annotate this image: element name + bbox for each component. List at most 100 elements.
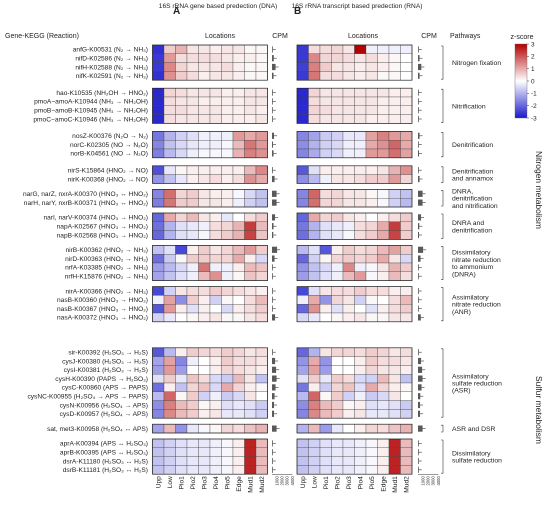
heatmap-cell-dna — [255, 174, 268, 184]
location-tick-dna: Pio1 — [179, 476, 186, 490]
cpm-tick-dna: 1000 — [275, 476, 280, 486]
heatmap-cell-rna — [308, 114, 321, 124]
heatmap-cell-dna — [186, 271, 199, 281]
cpm-bar-rna — [418, 175, 420, 183]
heatmap-cell-rna — [377, 44, 390, 54]
heatmap-cell-dna — [232, 347, 245, 357]
heatmap-cell-rna — [354, 198, 367, 208]
pathway-label: ASR and DSR — [452, 426, 496, 433]
heatmap-cell-dna — [186, 105, 199, 115]
heatmap-cell-rna — [296, 44, 309, 54]
heatmap-cell-dna — [255, 254, 268, 264]
heatmap-cell-dna — [175, 245, 188, 255]
heatmap-cell-dna — [186, 140, 199, 150]
cpm-bar-rna — [418, 410, 421, 417]
heatmap-cell-dna — [163, 44, 176, 54]
gene-label: nasB-K00360 (HNO₃ → HNO₂) — [57, 297, 148, 304]
gene-label: nrfH-K15876 (HNO₂ → NH₃) — [65, 274, 148, 281]
heatmap-cell-dna — [163, 254, 176, 264]
heatmap-cell-dna — [152, 254, 165, 264]
heatmap-cell-rna — [296, 438, 309, 448]
cpm-bar-rna — [418, 190, 423, 197]
cpm-bar-rna — [418, 384, 422, 391]
location-tick-rna: Edge — [381, 476, 388, 492]
gene-label: narG, narZ, nxrA-K00370 (HNO₃ ↔ HNO₂) — [23, 191, 148, 198]
heatmap-cell-dna — [209, 409, 222, 419]
heatmap-cell-rna — [400, 189, 413, 199]
heatmap-cell-dna — [232, 465, 245, 475]
gene-label: dsrB-K11181 (H₂SO₃ ↔ H₂S) — [63, 467, 148, 474]
heatmap-cell-rna — [377, 212, 390, 222]
gene-label: dsrA-K11180 (H₂SO₃ ↔ H₂S) — [63, 458, 148, 465]
heatmap-cell-rna — [342, 365, 355, 375]
heatmap-cell-rna — [377, 131, 390, 141]
group-frame-dna — [152, 189, 268, 208]
heatmap-cell-dna — [255, 409, 268, 419]
heatmap-cell-dna — [186, 212, 199, 222]
pathway-label: Nitrification — [452, 103, 486, 110]
heatmap-cell-dna — [244, 131, 257, 141]
heatmap-cell-rna — [331, 365, 344, 375]
heatmap-cell-dna — [198, 165, 211, 175]
heatmap-cell-dna — [198, 304, 211, 314]
heatmap-cell-dna — [198, 114, 211, 124]
heatmap-cell-dna — [152, 400, 165, 410]
cpm-bar-rna — [418, 141, 419, 148]
heatmap-cell-dna — [244, 262, 257, 272]
heatmap-cell-rna — [354, 262, 367, 272]
heatmap-cell-dna — [175, 409, 188, 419]
heatmap-cell-rna — [296, 382, 309, 392]
pathway-label: Assimilatory — [452, 373, 489, 380]
pathway-label: denitrification — [452, 227, 492, 234]
heatmap-cell-rna — [308, 212, 321, 222]
heatmap-cell-dna — [244, 382, 257, 392]
heatmap-cell-dna — [244, 44, 257, 54]
heatmap-cell-dna — [175, 456, 188, 466]
cpm-tick-dna: 2000 — [280, 476, 285, 486]
heatmap-cell-rna — [342, 245, 355, 255]
heatmap-cell-dna — [221, 212, 234, 222]
group-frame-rna — [296, 44, 413, 81]
heatmap-cell-rna — [354, 365, 367, 375]
heatmap-cell-dna — [152, 409, 165, 419]
heatmap-cell-rna — [296, 221, 309, 231]
heatmap-cell-dna — [255, 105, 268, 115]
heatmap-cell-rna — [388, 424, 401, 434]
heatmap-cell-rna — [308, 88, 321, 98]
heatmap-cell-rna — [342, 44, 355, 54]
heatmap-cell-rna — [400, 271, 413, 281]
heatmap-cell-dna — [198, 221, 211, 231]
heatmap-cell-rna — [331, 286, 344, 296]
heatmap-cell-rna — [400, 174, 413, 184]
heatmap-cell-rna — [400, 105, 413, 115]
cpm-bar-rna — [418, 287, 419, 295]
heatmap-cell-rna — [308, 374, 321, 384]
heatmap-cell-dna — [255, 424, 268, 434]
heatmap-cell-dna — [186, 456, 199, 466]
heatmap-cell-rna — [365, 71, 378, 81]
cpm-bar-dna — [272, 63, 276, 71]
cpm-bar-rna — [418, 296, 419, 303]
heatmap-cell-rna — [331, 198, 344, 208]
heatmap-cell-rna — [331, 71, 344, 81]
heatmap-cell-dna — [255, 114, 268, 124]
heatmap-cell-dna — [221, 114, 234, 124]
pathway-bracket — [441, 190, 444, 207]
heatmap-cell-rna — [377, 382, 390, 392]
cpm-bar-dna — [272, 366, 277, 373]
heatmap-cell-dna — [152, 295, 165, 305]
pathway-label: (ANR) — [452, 309, 471, 316]
gene-label: norB-K04561 (NO → N₂O) — [70, 151, 148, 158]
heatmap-cell-rna — [388, 347, 401, 357]
heatmap-cell-dna — [232, 88, 245, 98]
heatmap-cell-dna — [175, 295, 188, 305]
heatmap-cell-dna — [175, 382, 188, 392]
group-frame-rna — [296, 212, 413, 240]
heatmap-cell-dna — [186, 262, 199, 272]
heatmap-cell-dna — [232, 165, 245, 175]
group-frame-rna — [296, 165, 413, 184]
heatmap-cell-rna — [388, 409, 401, 419]
heatmap-cell-rna — [388, 71, 401, 81]
heatmap-cell-rna — [365, 189, 378, 199]
heatmap-cell-dna — [244, 189, 257, 199]
